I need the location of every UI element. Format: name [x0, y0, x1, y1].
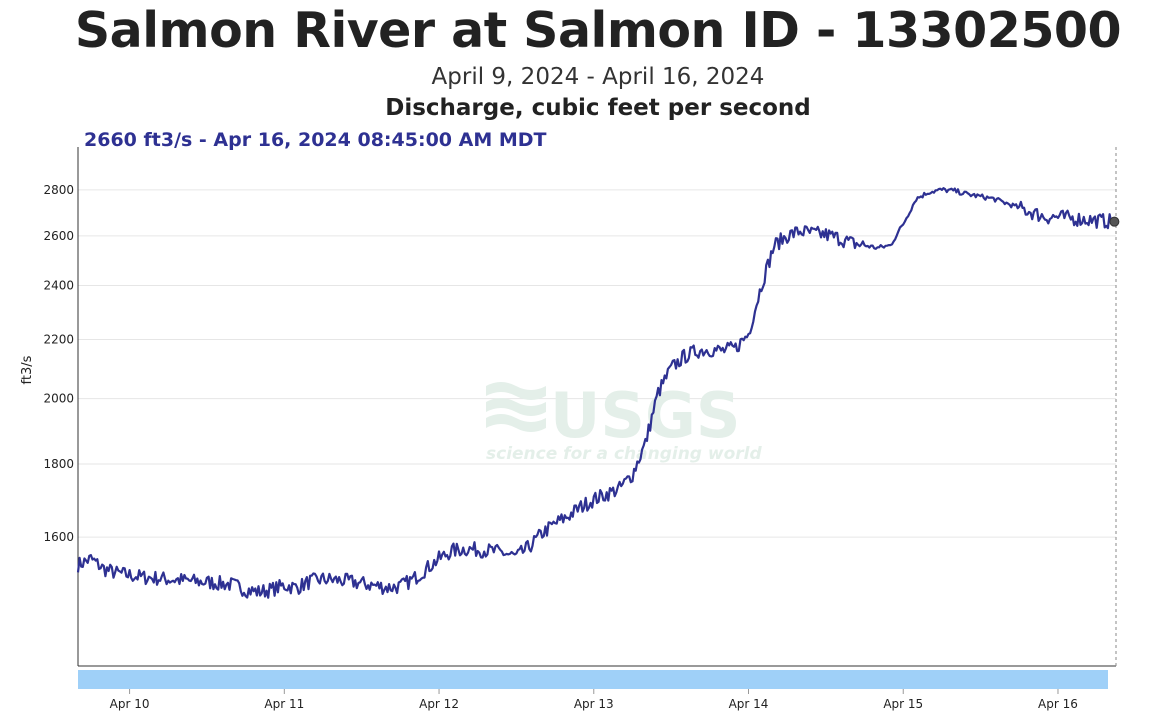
chart-parameter: Discharge, cubic feet per second [385, 95, 811, 121]
latest-value-readout: 2660 ft3/s - Apr 16, 2024 08:45:00 AM MD… [84, 129, 547, 151]
y-tick-label: 1800 [43, 457, 74, 471]
y-axis-ticks: 1600 1800 2000 2200 2400 2600 2800 [43, 183, 74, 544]
latest-value-marker[interactable] [1109, 216, 1120, 227]
usgs-logo-waves-icon [486, 382, 546, 432]
y-tick-label: 2200 [43, 332, 74, 346]
chart-date-range: April 9, 2024 - April 16, 2024 [431, 64, 765, 90]
x-tick-label: Apr 12 [419, 697, 459, 711]
y-tick-label: 2800 [43, 183, 74, 197]
x-tick-label: Apr 10 [110, 697, 150, 711]
y-tick-label: 2000 [43, 392, 74, 406]
usgs-watermark: USGS science for a changing world [486, 379, 762, 464]
grid-lines [78, 189, 1116, 538]
x-tick-label: Apr 13 [574, 697, 614, 711]
x-tick-label: Apr 14 [729, 697, 769, 711]
x-tick-label: Apr 11 [264, 697, 304, 711]
y-axis-label: ft3/s [20, 355, 35, 384]
x-tick-label: Apr 15 [883, 697, 923, 711]
y-tick-label: 2400 [43, 278, 74, 292]
x-axis-ticks: Apr 10 Apr 11 Apr 12 Apr 13 Apr 14 Apr 15 Apr … [110, 689, 1078, 711]
navigator-range-bar[interactable] [78, 670, 1108, 689]
y-tick-label: 2600 [43, 229, 74, 243]
discharge-series-line [76, 187, 1115, 599]
y-tick-label: 1600 [43, 530, 74, 544]
chart-title: Salmon River at Salmon ID - 13302500 [74, 2, 1122, 59]
watermark-tagline: science for a changing world [486, 444, 762, 464]
x-tick-label: Apr 16 [1038, 697, 1078, 711]
